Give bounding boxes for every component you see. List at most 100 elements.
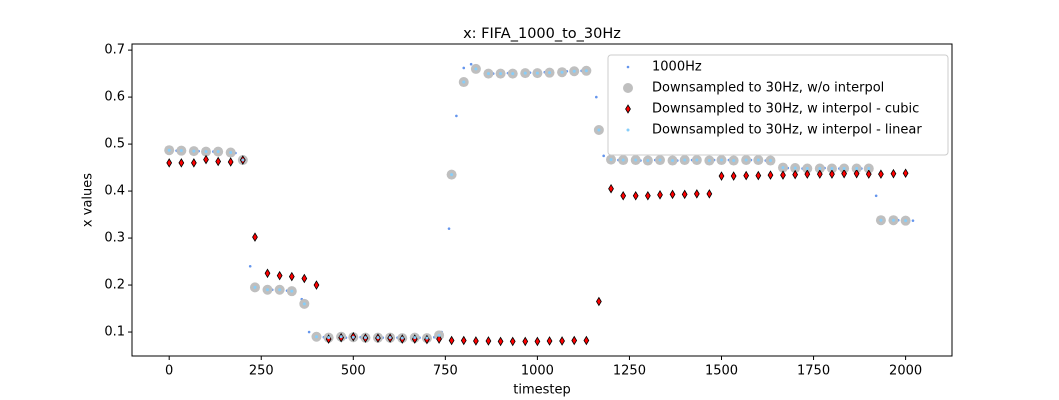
- point: [767, 170, 774, 180]
- point: [314, 335, 318, 339]
- point: [203, 154, 209, 165]
- point: [853, 168, 860, 179]
- point: [816, 169, 823, 179]
- point: [486, 72, 490, 76]
- point: [509, 336, 516, 347]
- x-tick-label: 750: [433, 364, 458, 379]
- point: [474, 67, 478, 71]
- y-tick-label: 0.3: [104, 231, 125, 246]
- point: [497, 336, 504, 347]
- point: [179, 149, 183, 153]
- point: [436, 334, 442, 344]
- chart-title: x: FIFA_1000_to_30Hz: [463, 26, 621, 42]
- point: [609, 158, 613, 162]
- series: [166, 154, 909, 347]
- point: [596, 296, 602, 307]
- point: [584, 69, 588, 73]
- point: [546, 336, 553, 346]
- point: [376, 336, 380, 340]
- legend-label: 1000Hz: [652, 60, 702, 75]
- point: [511, 72, 515, 76]
- point: [695, 158, 699, 162]
- point: [669, 189, 676, 200]
- point: [288, 271, 295, 282]
- point: [620, 190, 627, 201]
- x-tick-label: 1250: [613, 364, 646, 379]
- point: [548, 71, 552, 75]
- x-tick-label: 500: [341, 364, 366, 379]
- y-tick-label: 0.6: [104, 90, 125, 105]
- point: [904, 219, 908, 223]
- x-axis-label: timestep: [513, 383, 571, 398]
- point: [818, 167, 822, 171]
- y-axis-label: x values: [81, 173, 96, 227]
- point: [560, 70, 564, 74]
- point: [671, 159, 675, 163]
- point: [911, 219, 915, 222]
- point: [657, 190, 663, 200]
- point: [683, 158, 687, 162]
- point: [266, 288, 270, 292]
- point: [841, 168, 847, 179]
- point: [583, 335, 590, 346]
- legend-label: Downsampled to 30Hz, w interpol - linear: [652, 123, 922, 138]
- point: [744, 158, 748, 162]
- point: [534, 336, 541, 347]
- point: [865, 169, 872, 179]
- point: [400, 336, 404, 340]
- point: [658, 158, 662, 162]
- point: [597, 128, 601, 132]
- point: [413, 336, 417, 340]
- y-tick-label: 0.1: [104, 325, 125, 340]
- x-tick-label: 1000: [521, 364, 554, 379]
- legend-label: Downsampled to 30Hz, w interpol - cubic: [652, 102, 919, 117]
- point: [755, 170, 762, 181]
- point: [793, 166, 797, 170]
- y-tick-label: 0.4: [104, 184, 125, 199]
- point: [732, 159, 736, 163]
- point: [278, 288, 282, 292]
- point: [523, 71, 527, 75]
- x-tick-label: 2000: [889, 364, 922, 379]
- point: [462, 80, 466, 84]
- point: [621, 158, 625, 162]
- point: [718, 171, 725, 181]
- point: [307, 330, 311, 334]
- legend-marker: [623, 83, 633, 93]
- point: [215, 156, 222, 167]
- point: [804, 169, 811, 179]
- point: [571, 335, 578, 346]
- point: [363, 336, 367, 340]
- point: [455, 114, 458, 118]
- point: [241, 158, 245, 162]
- point: [842, 167, 846, 171]
- point: [448, 335, 455, 346]
- legend-marker: [626, 65, 630, 69]
- point: [902, 168, 909, 178]
- point: [276, 270, 283, 281]
- point: [522, 336, 529, 347]
- point: [190, 158, 197, 168]
- point: [707, 159, 711, 163]
- point: [460, 335, 467, 346]
- point: [572, 69, 576, 73]
- point: [829, 169, 835, 179]
- point: [462, 66, 466, 70]
- point: [302, 302, 306, 306]
- point: [781, 166, 785, 170]
- point: [216, 150, 220, 154]
- point: [890, 168, 897, 179]
- point: [730, 171, 737, 181]
- point: [879, 218, 883, 222]
- point: [891, 218, 895, 222]
- point: [768, 159, 772, 163]
- point: [720, 158, 724, 162]
- point: [248, 264, 252, 268]
- point: [874, 194, 878, 198]
- plot-frame: [131, 43, 953, 357]
- legend: 1000Hz Downsampled to 30Hz, w/o interpol D…: [607, 54, 949, 156]
- y-tick-label: 0.7: [104, 43, 125, 58]
- point: [602, 154, 605, 158]
- point: [264, 268, 271, 279]
